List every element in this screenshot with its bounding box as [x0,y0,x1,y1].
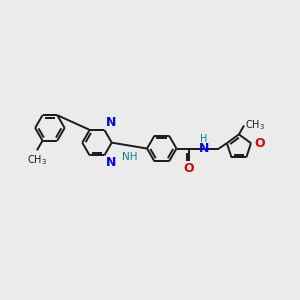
Text: O: O [184,162,194,176]
Text: N: N [198,142,209,155]
Text: N: N [106,156,116,169]
Text: N: N [106,116,116,129]
Text: O: O [254,136,265,150]
Text: H: H [200,134,207,143]
Text: CH$_3$: CH$_3$ [27,153,47,166]
Text: NH: NH [122,152,137,162]
Text: CH$_3$: CH$_3$ [245,118,265,132]
